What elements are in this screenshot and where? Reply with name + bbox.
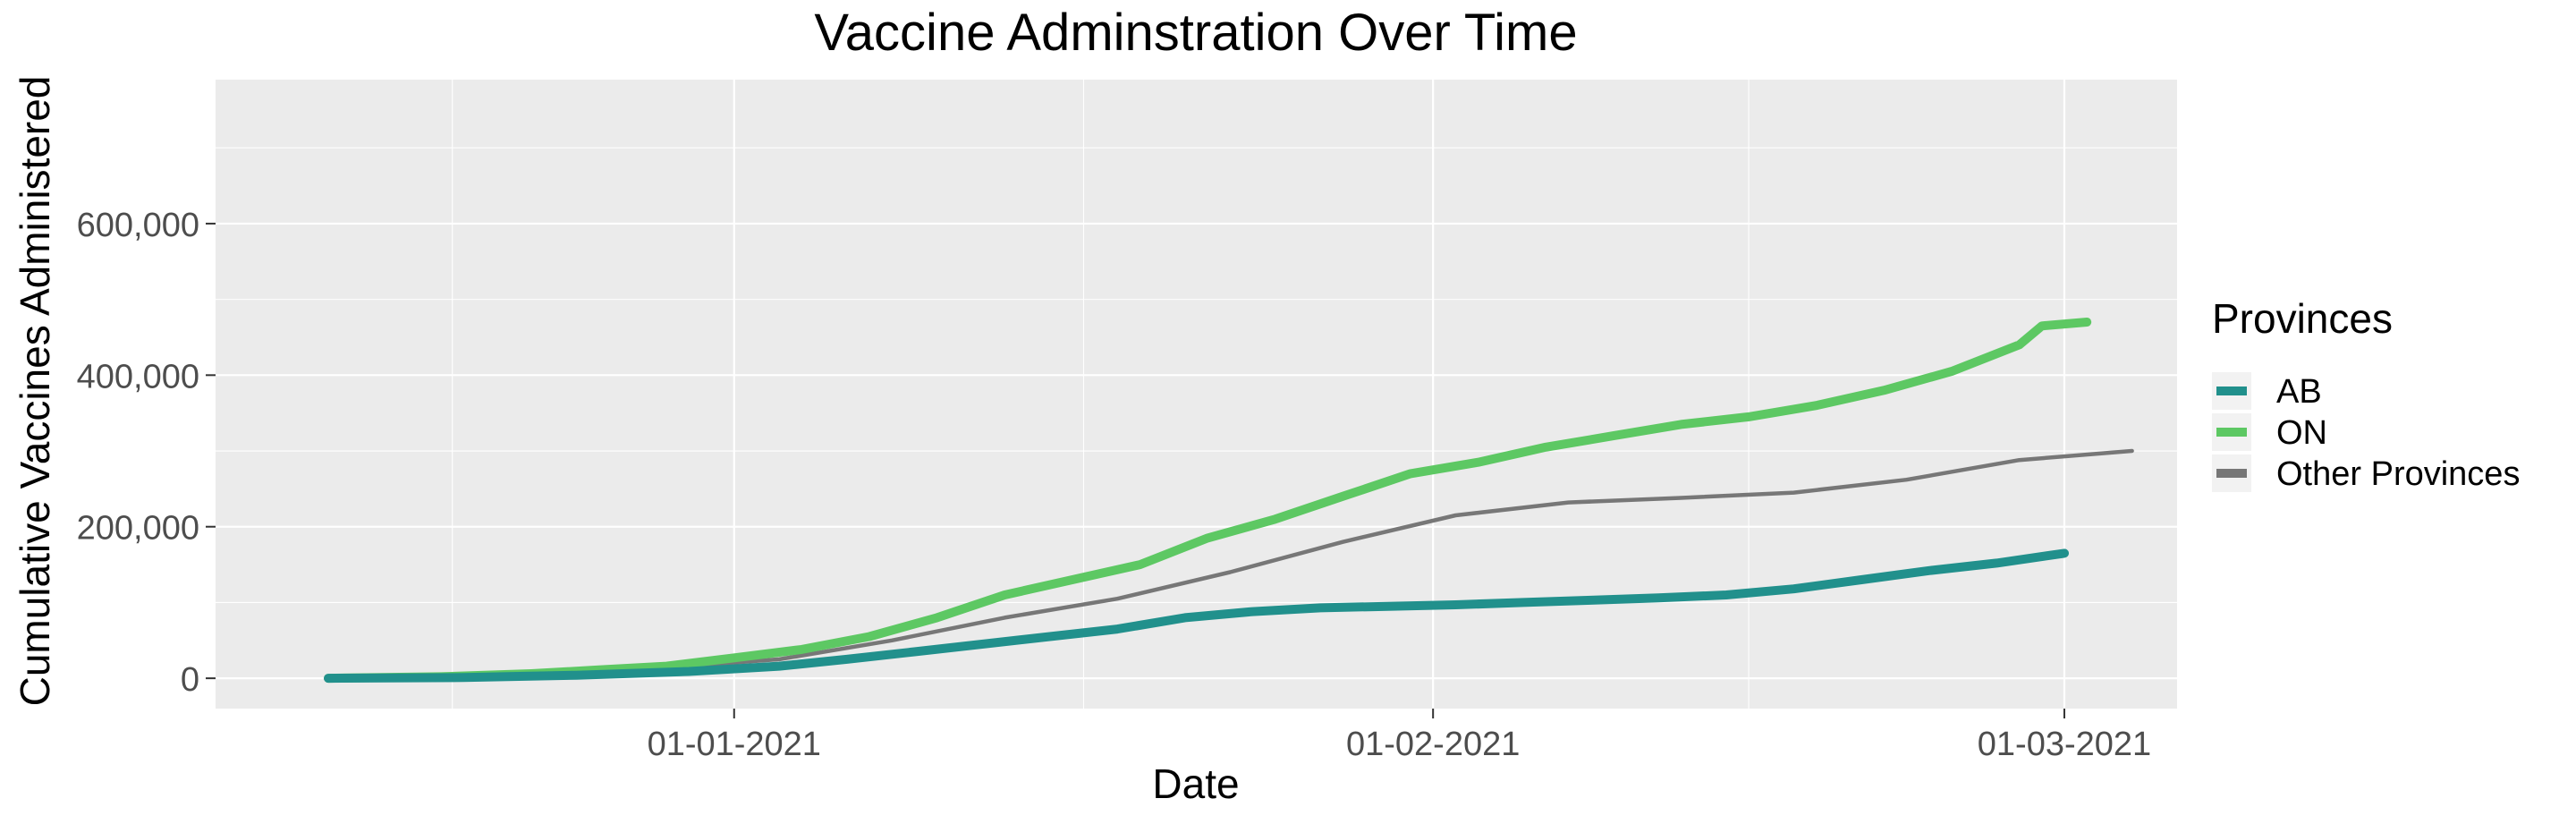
series-line-ab bbox=[324, 548, 2069, 684]
x-tick-label: 01-02-2021 bbox=[1346, 726, 1520, 763]
y-axis-label: Cumulative Vaccines Administered bbox=[12, 76, 58, 707]
x-axis-ticks: 01-01-2021 01-02-2021 01-03-2021 bbox=[648, 709, 2151, 763]
x-tick-label: 01-03-2021 bbox=[1978, 726, 2151, 763]
legend-title: Provinces bbox=[2212, 295, 2393, 342]
x-axis-label: Date bbox=[1152, 760, 1239, 807]
legend-label: Other Provinces bbox=[2276, 455, 2520, 493]
y-tick-label: 600,000 bbox=[77, 207, 199, 244]
y-axis-ticks: 0 200,000 400,000 600,000 bbox=[77, 207, 216, 699]
y-tick-label: 0 bbox=[181, 661, 199, 699]
x-tick-label: 01-01-2021 bbox=[648, 726, 821, 763]
legend-label: AB bbox=[2276, 373, 2322, 411]
legend-label: ON bbox=[2276, 414, 2327, 452]
grid-minor bbox=[216, 80, 2177, 709]
series-layer bbox=[324, 318, 2134, 684]
chart-title: Vaccine Adminstration Over Time bbox=[814, 4, 1577, 62]
y-tick-label: 400,000 bbox=[77, 358, 199, 395]
series-line-on bbox=[324, 318, 2092, 684]
y-tick-label: 200,000 bbox=[77, 510, 199, 548]
